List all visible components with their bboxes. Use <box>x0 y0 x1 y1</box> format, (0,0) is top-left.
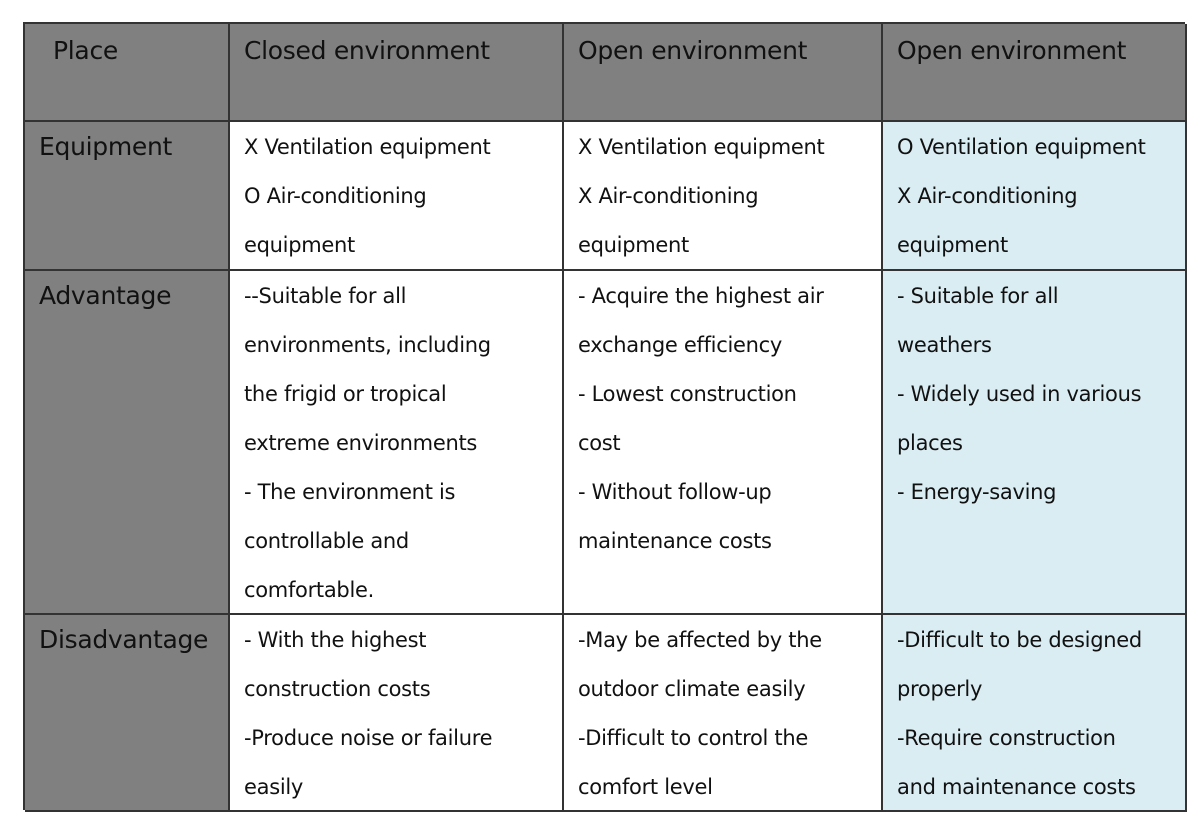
cell-text-line: --Suitable for all <box>244 284 407 308</box>
cell-text-line: Closed environment <box>244 36 490 65</box>
cell-text-line: Open environment <box>897 36 1127 65</box>
cell-text-line: -May be affected by the <box>578 628 822 652</box>
cell-text-line: X Air-conditioning <box>897 184 1078 208</box>
cell-text-line: Place <box>53 36 118 65</box>
row-label-equipment: Equipment <box>25 122 230 271</box>
table-cell: X Ventilation equipment O Air-conditionin… <box>230 122 564 271</box>
row-label-advantage: Advantage <box>25 271 230 615</box>
comparison-table: Place Closed environment Open environment O… <box>23 22 1187 812</box>
cell-text-line: cost <box>578 431 621 455</box>
cell-text-line: outdoor climate easily <box>578 677 806 701</box>
header-place: Place <box>25 24 230 122</box>
cell-text-line: exchange efficiency <box>578 333 782 357</box>
cell-text-line: - With the highest <box>244 628 427 652</box>
cell-text-line: construction costs <box>244 677 431 701</box>
cell-text-line: X Ventilation equipment <box>244 135 491 159</box>
cell-text-line: equipment <box>244 233 355 257</box>
cell-text-line: X Air-conditioning <box>578 184 759 208</box>
table-cell: --Suitable for all environments, includin… <box>230 271 564 615</box>
table-cell: - Suitable for all weathers - Widely used … <box>883 271 1187 615</box>
cell-text-line: O Ventilation equipment <box>897 135 1146 159</box>
cell-text-line: Advantage <box>39 281 172 310</box>
cell-text-line: weathers <box>897 333 992 357</box>
table-cell: -Difficult to be designed properly -Requir… <box>883 615 1187 812</box>
cell-text-line: comfort level <box>578 775 713 799</box>
cell-text-line: -Difficult to control the <box>578 726 808 750</box>
cell-text-line: properly <box>897 677 983 701</box>
cell-text-line: - Widely used in various <box>897 382 1142 406</box>
cell-text-line: maintenance costs <box>578 529 772 553</box>
cell-text-line: Open environment <box>578 36 808 65</box>
header-cell: Closed environment <box>230 24 564 122</box>
cell-text-line: equipment <box>578 233 689 257</box>
cell-text-line: - Lowest construction <box>578 382 797 406</box>
table-cell: X Ventilation equipment X Air-conditionin… <box>564 122 883 271</box>
cell-text-line: controllable and <box>244 529 409 553</box>
cell-text-line: - The environment is <box>244 480 456 504</box>
cell-text-line: -Difficult to be designed <box>897 628 1142 652</box>
cell-text-line: - Acquire the highest air <box>578 284 824 308</box>
header-cell: Open environment <box>564 24 883 122</box>
table-cell: - Acquire the highest air exchange effici… <box>564 271 883 615</box>
table-cell: O Ventilation equipment X Air-conditionin… <box>883 122 1187 271</box>
cell-text-line: environments, including <box>244 333 491 357</box>
row-label-disadvantage: Disadvantage <box>25 615 230 812</box>
cell-text-line: - Without follow-up <box>578 480 772 504</box>
table-cell: - With the highest construction costs -Pro… <box>230 615 564 812</box>
cell-text-line: - Energy-saving <box>897 480 1057 504</box>
cell-text-line: easily <box>244 775 304 799</box>
cell-text-line: places <box>897 431 963 455</box>
cell-text-line: extreme environments <box>244 431 478 455</box>
cell-text-line: the frigid or tropical <box>244 382 447 406</box>
cell-text-line: - Suitable for all <box>897 284 1059 308</box>
cell-text-line: comfortable. <box>244 578 374 602</box>
cell-text-line: Equipment <box>39 132 173 161</box>
cell-text-line: -Produce noise or failure <box>244 726 493 750</box>
table-cell: -May be affected by the outdoor climate e… <box>564 615 883 812</box>
cell-text-line: equipment <box>897 233 1008 257</box>
cell-text-line: X Ventilation equipment <box>578 135 825 159</box>
cell-text-line: and maintenance costs <box>897 775 1136 799</box>
header-cell: Open environment <box>883 24 1187 122</box>
cell-text-line: Disadvantage <box>39 625 209 654</box>
cell-text-line: O Air-conditioning <box>244 184 427 208</box>
cell-text-line: -Require construction <box>897 726 1116 750</box>
